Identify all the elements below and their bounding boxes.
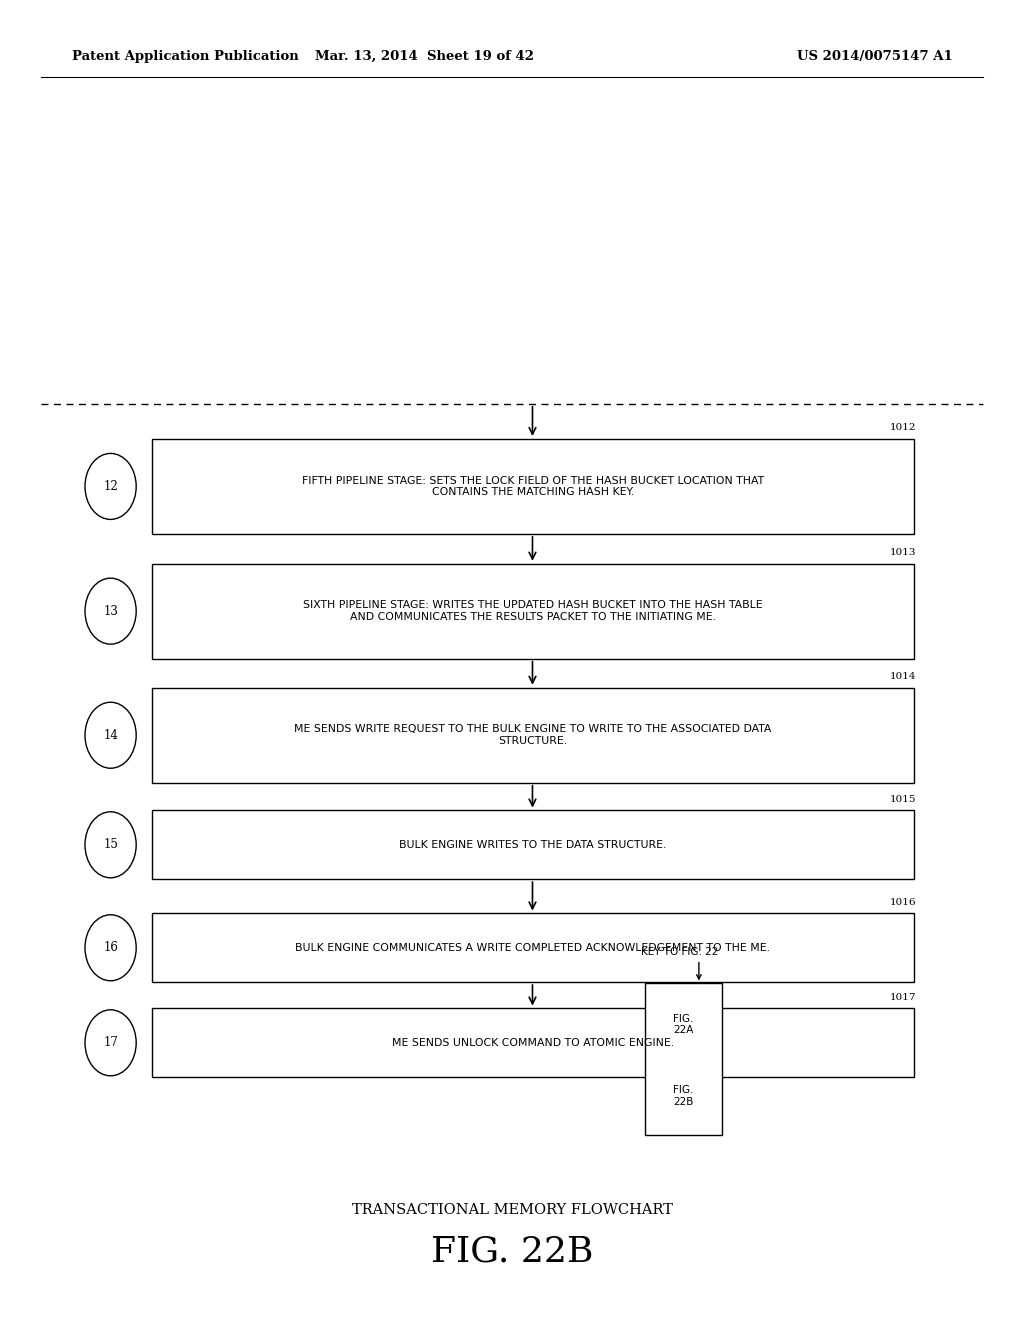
Circle shape [85, 578, 136, 644]
Text: 16: 16 [103, 941, 118, 954]
Text: 13: 13 [103, 605, 118, 618]
Text: BULK ENGINE COMMUNICATES A WRITE COMPLETED ACKNOWLEDGEMENT TO THE ME.: BULK ENGINE COMMUNICATES A WRITE COMPLET… [296, 942, 770, 953]
Bar [152, 1008, 914, 1077]
Bar [152, 688, 914, 783]
Text: 12: 12 [103, 480, 118, 492]
Bar [645, 983, 722, 1135]
Text: KEY TO FIG. 22: KEY TO FIG. 22 [641, 946, 718, 957]
Text: US 2014/0075147 A1: US 2014/0075147 A1 [797, 50, 952, 63]
Text: 1014: 1014 [890, 672, 916, 681]
Text: 14: 14 [103, 729, 118, 742]
Circle shape [85, 454, 136, 520]
Text: FIG.
22B: FIG. 22B [674, 1085, 693, 1106]
Text: 15: 15 [103, 838, 118, 851]
Bar [152, 810, 914, 879]
Text: 1015: 1015 [890, 795, 916, 804]
Text: Mar. 13, 2014  Sheet 19 of 42: Mar. 13, 2014 Sheet 19 of 42 [315, 50, 535, 63]
Text: 17: 17 [103, 1036, 118, 1049]
Text: 1017: 1017 [890, 993, 916, 1002]
Text: SIXTH PIPELINE STAGE: WRITES THE UPDATED HASH BUCKET INTO THE HASH TABLE
AND COM: SIXTH PIPELINE STAGE: WRITES THE UPDATED… [303, 601, 763, 622]
Text: FIG.
22A: FIG. 22A [674, 1014, 693, 1035]
Bar [152, 564, 914, 659]
Text: BULK ENGINE WRITES TO THE DATA STRUCTURE.: BULK ENGINE WRITES TO THE DATA STRUCTURE… [399, 840, 667, 850]
Text: 1013: 1013 [890, 548, 916, 557]
Circle shape [85, 1010, 136, 1076]
Bar [152, 438, 914, 535]
Text: FIG. 22B: FIG. 22B [431, 1234, 593, 1269]
Text: 1012: 1012 [890, 424, 916, 433]
Text: ME SENDS UNLOCK COMMAND TO ATOMIC ENGINE.: ME SENDS UNLOCK COMMAND TO ATOMIC ENGINE… [392, 1038, 674, 1048]
Text: TRANSACTIONAL MEMORY FLOWCHART: TRANSACTIONAL MEMORY FLOWCHART [351, 1204, 673, 1217]
Bar [152, 913, 914, 982]
Circle shape [85, 915, 136, 981]
Circle shape [85, 812, 136, 878]
Text: ME SENDS WRITE REQUEST TO THE BULK ENGINE TO WRITE TO THE ASSOCIATED DATA
STRUCT: ME SENDS WRITE REQUEST TO THE BULK ENGIN… [294, 725, 772, 746]
Text: FIFTH PIPELINE STAGE: SETS THE LOCK FIELD OF THE HASH BUCKET LOCATION THAT
CONTA: FIFTH PIPELINE STAGE: SETS THE LOCK FIEL… [302, 475, 764, 498]
Circle shape [85, 702, 136, 768]
Text: Patent Application Publication: Patent Application Publication [72, 50, 298, 63]
Text: 1016: 1016 [890, 898, 916, 907]
